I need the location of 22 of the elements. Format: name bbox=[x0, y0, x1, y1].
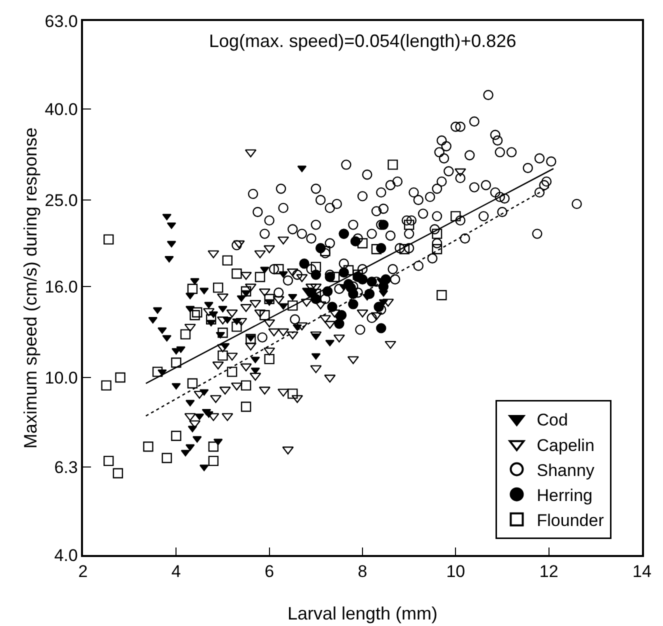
y-tick-label: 63.0 bbox=[44, 12, 78, 31]
y-tick-label: 40.0 bbox=[44, 100, 78, 119]
legend-label: Shanny bbox=[536, 460, 595, 480]
legend-label: Herring bbox=[536, 486, 593, 505]
legend-label: Capelin bbox=[536, 436, 594, 455]
x-tick-label: 8 bbox=[358, 562, 368, 582]
y-tick-label: 10.0 bbox=[44, 368, 78, 388]
legend-label: Cod bbox=[536, 410, 568, 430]
x-tick-label: 2 bbox=[78, 562, 88, 582]
x-tick-label: 10 bbox=[446, 562, 466, 582]
annotation: Log(max. speed)=0.054(length)+0.826 bbox=[209, 31, 516, 51]
y-tick-label: 16.0 bbox=[44, 277, 78, 296]
x-tick-label: 4 bbox=[171, 562, 181, 582]
x-tick-label: 14 bbox=[632, 562, 652, 582]
x-tick-label: 12 bbox=[539, 562, 558, 582]
y-tick-label: 6.3 bbox=[54, 458, 78, 477]
legend-label: Flounder bbox=[536, 511, 604, 530]
x-axis-title: Larval length (mm) bbox=[287, 604, 438, 624]
y-tick-label: 4.0 bbox=[54, 546, 78, 565]
y-axis-title: Maximum speed (cm/s) during response bbox=[20, 127, 40, 449]
y-tick-label: 25.0 bbox=[44, 190, 78, 210]
x-tick-label: 6 bbox=[264, 562, 274, 582]
